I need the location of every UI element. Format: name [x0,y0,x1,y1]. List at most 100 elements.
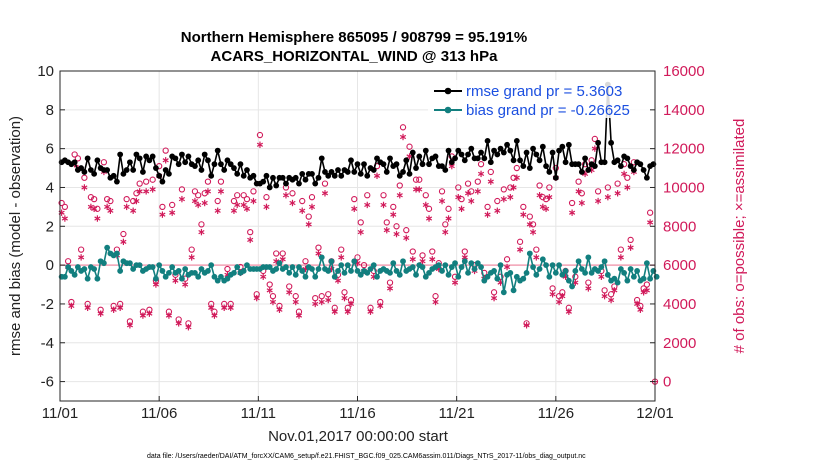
obs-assimilated-marker [647,219,654,226]
obs-assimilated-marker [529,228,537,236]
obs-assimilated-marker [149,186,156,193]
obs-assimilated-stroke [429,257,436,262]
obs-possible-marker [575,178,582,185]
bias-point [400,258,406,265]
rmse-point [117,151,124,158]
bias-point [549,262,556,269]
bias-point [445,271,452,278]
obs-assimilated-stroke [130,208,137,213]
bias-point [614,279,621,286]
obs-possible-marker [302,258,309,265]
bias-point [598,264,605,270]
obs-assimilated-marker [91,205,98,213]
rmse-point [104,167,111,173]
obs-possible-marker [646,209,654,216]
obs-assimilated-marker [214,207,221,214]
rmse-point [510,157,517,164]
obs-possible-marker [81,174,88,181]
obs-assimilated-stroke [221,305,228,310]
bias-point [520,275,527,282]
obs-assimilated-marker [487,178,494,185]
rmse-point [231,165,237,171]
bias-point [552,269,559,276]
y-tick-right-label: 6000 [663,257,696,274]
bias-point [214,277,221,284]
obs-assimilated-stroke [292,299,299,305]
obs-assimilated-stroke [377,303,384,309]
rmse-point [419,161,426,168]
bias-point [192,269,198,276]
obs-assimilated-marker [292,298,299,306]
obs-assimilated-marker [347,300,355,308]
rmse-point [422,147,429,154]
bias-point [396,271,403,278]
obs-assimilated-stroke [487,179,494,184]
obs-assimilated-stroke [565,309,572,314]
obs-assimilated-stroke [247,237,254,243]
obs-possible-marker [354,254,361,261]
rmse-point [426,161,432,168]
obs-possible-marker [61,203,69,211]
bias-point [458,264,465,270]
obs-assimilated-marker [380,201,387,209]
obs-assimilated-stroke [458,206,465,211]
obs-possible-marker [58,199,65,207]
rmse-point [120,170,127,177]
obs-assimilated-stroke [123,204,130,210]
obs-assimilated-marker [604,193,611,201]
rmse-point [143,153,150,160]
rmse-point [591,163,598,170]
obs-assimilated-stroke [110,307,117,312]
obs-possible-marker [195,192,202,199]
obs-assimilated-marker [490,294,498,302]
rmse-point [227,161,234,168]
rmse-point [393,161,400,168]
obs-possible-marker [159,203,166,211]
obs-possible-marker [247,228,254,236]
bias-point [559,271,566,278]
bias-point [595,268,602,274]
y-tick-right-label: 0 [663,374,671,391]
bias-point [65,264,72,270]
obs-possible-marker [191,188,199,195]
bias-point [283,264,289,270]
obs-possible-marker [338,246,345,253]
rmse-point [403,157,410,164]
bias-point [130,266,137,272]
obs-possible-marker [412,176,420,183]
rmse-point [448,159,455,166]
obs-assimilated-marker [305,221,312,228]
obs-assimilated-marker [634,300,641,308]
grid [59,70,656,401]
bias-point [331,273,338,280]
obs-assimilated-stroke [61,216,68,221]
obs-assimilated-marker [117,304,124,312]
obs-possible-marker [299,197,306,205]
bias-point [439,268,445,274]
obs-possible-marker [289,190,296,197]
obs-assimilated-stroke [647,220,654,225]
obs-assimilated-stroke [325,297,332,303]
obs-assimilated-marker [126,322,133,329]
bias-point [74,264,81,270]
obs-assimilated-marker [458,205,465,213]
rmse-point [497,145,504,152]
bias-point [205,268,211,274]
obs-assimilated-marker [315,250,322,257]
obs-possible-marker [325,291,332,298]
obs-assimilated-marker [68,302,75,310]
rmse-point [507,147,514,154]
obs-assimilated-marker [211,312,218,319]
rmse-point [192,163,198,170]
obs-possible-marker [143,178,150,185]
obs-assimilated-stroke [390,212,397,217]
rmse-point [94,157,101,164]
rmse-point [185,153,192,160]
bias-point [452,260,458,267]
obs-assimilated-marker [312,300,319,308]
bias-point [474,260,481,267]
y-tick-right-label: 4000 [663,296,696,313]
bias-point [325,268,332,274]
obs-possible-marker [627,236,634,244]
obs-possible-marker [536,182,543,189]
